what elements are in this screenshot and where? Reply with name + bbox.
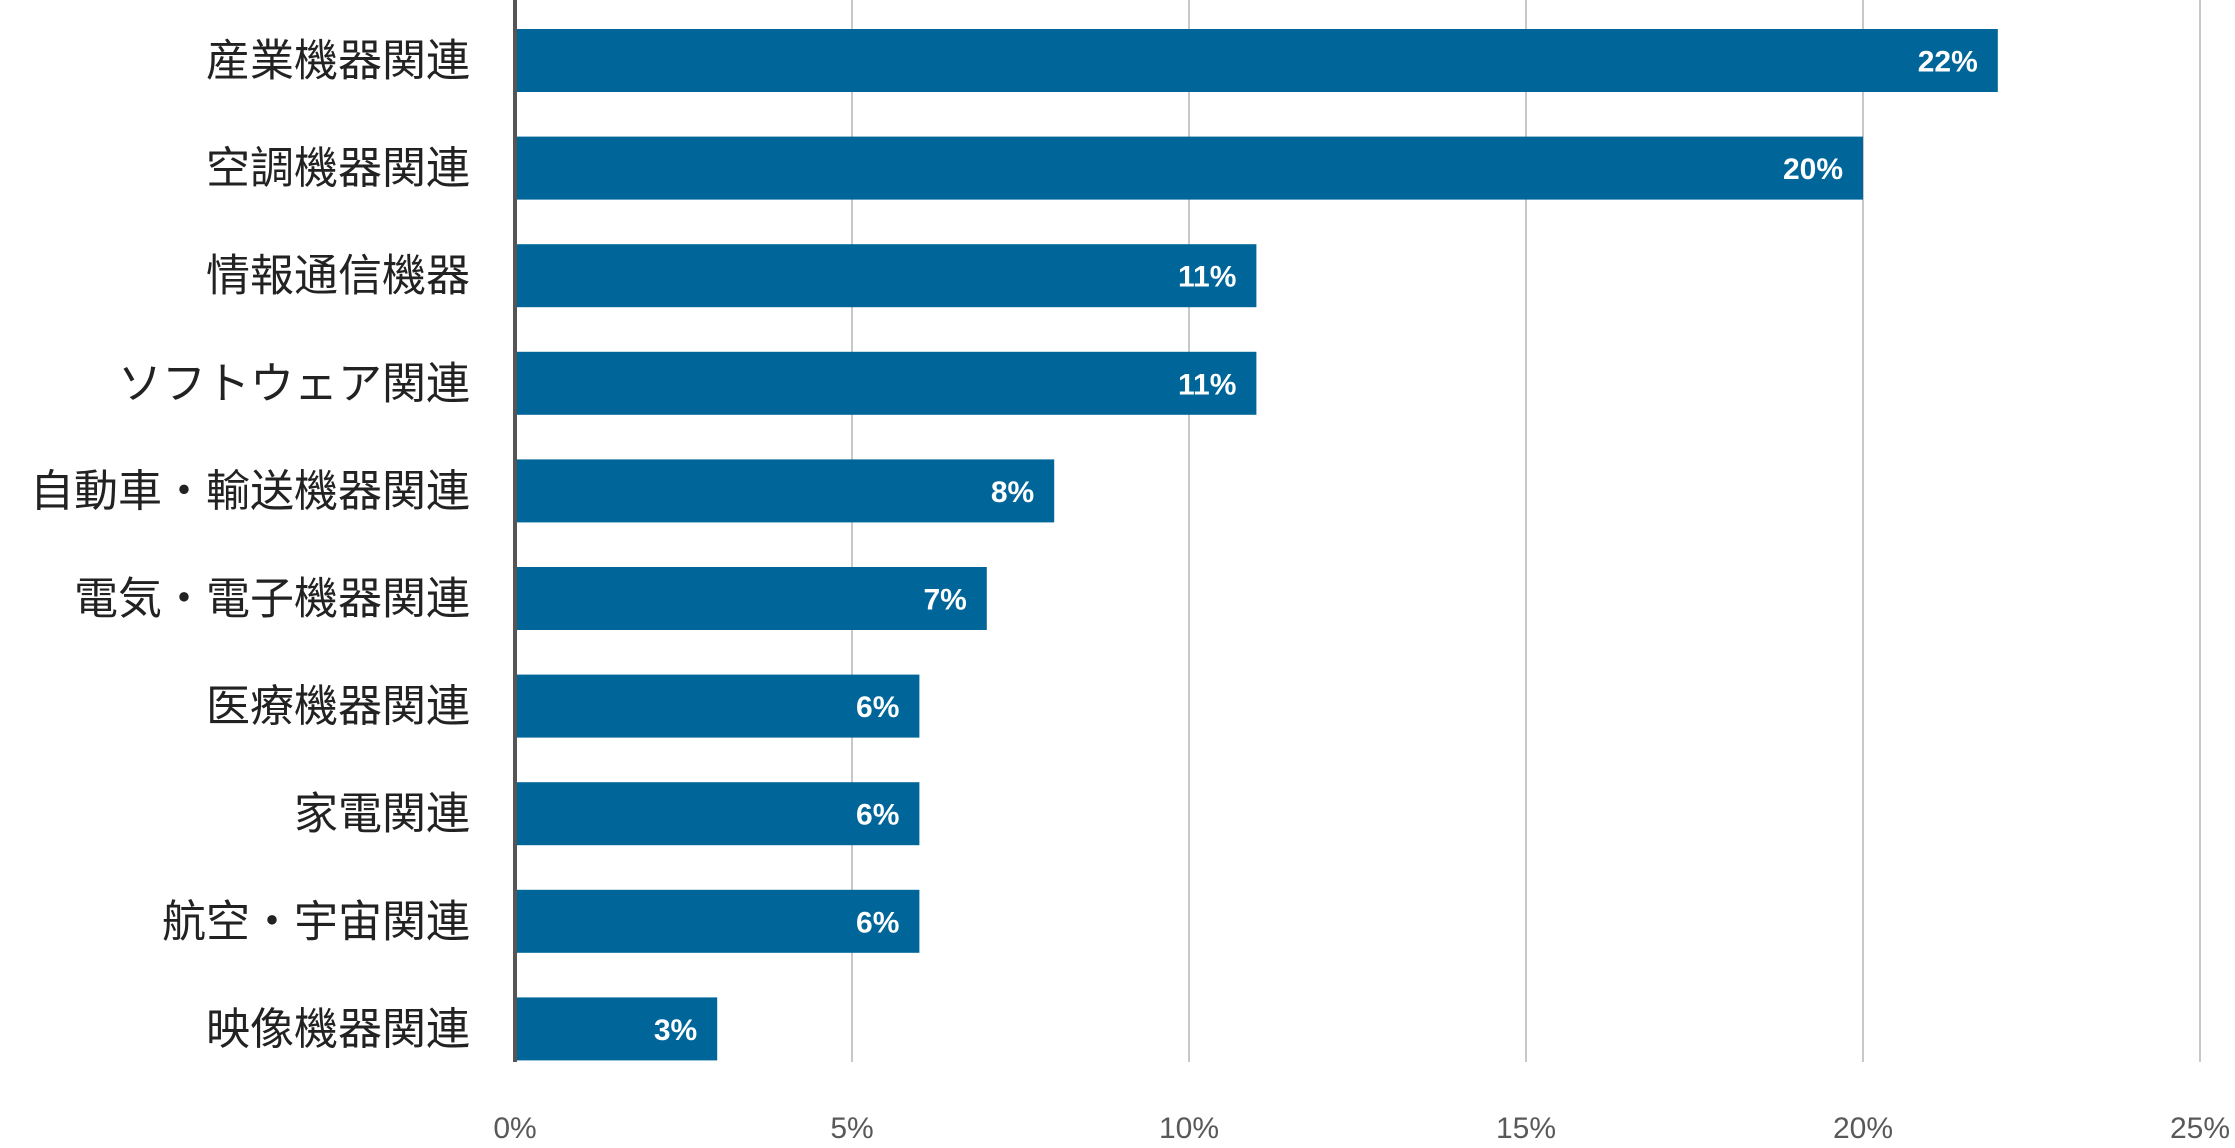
bar — [515, 351, 1257, 415]
category-label: ソフトウェア関連 — [118, 358, 470, 409]
data-label: 3% — [654, 1014, 697, 1047]
category-label: 空調機器関連 — [206, 143, 470, 194]
category-label: 映像機器関連 — [206, 1004, 470, 1055]
data-label: 11% — [1178, 261, 1236, 294]
data-label: 6% — [856, 799, 899, 832]
bar — [515, 29, 1998, 92]
category-label: 航空・宇宙関連 — [162, 896, 470, 947]
data-label: 8% — [991, 476, 1034, 509]
bar — [515, 244, 1257, 308]
x-tick-label: 25% — [2170, 1112, 2230, 1145]
category-label: 情報通信機器 — [206, 251, 470, 302]
data-label: 22% — [1918, 46, 1978, 79]
bar — [515, 136, 1863, 200]
x-tick-label: 0% — [493, 1112, 536, 1145]
data-label: 20% — [1783, 153, 1843, 186]
bar — [515, 889, 920, 953]
data-label: 6% — [856, 691, 899, 724]
category-label: 自動車・輸送機器関連 — [30, 466, 470, 517]
data-label: 7% — [923, 584, 966, 617]
x-tick-label: 15% — [1496, 1112, 1556, 1145]
data-label: 11% — [1178, 368, 1236, 401]
bar — [515, 997, 718, 1061]
x-tick-label: 5% — [830, 1112, 873, 1145]
labels: 0% 5% 10% 15% 20% 25% 産業機器関連 22% 空調機器関連 20% 情報通信機器… — [30, 36, 2230, 1146]
bar — [515, 459, 1055, 523]
category-label: 家電関連 — [294, 789, 470, 840]
bars — [515, 29, 1998, 1061]
bar — [515, 782, 920, 846]
category-label: 産業機器関連 — [206, 36, 470, 87]
x-tick-label: 10% — [1159, 1112, 1219, 1145]
x-tick-label: 20% — [1833, 1112, 1893, 1145]
bar — [515, 674, 920, 738]
data-label: 6% — [856, 906, 899, 939]
bar — [515, 567, 987, 630]
category-label: 医療機器関連 — [206, 681, 470, 732]
category-label: 電気・電子機器関連 — [74, 574, 470, 625]
